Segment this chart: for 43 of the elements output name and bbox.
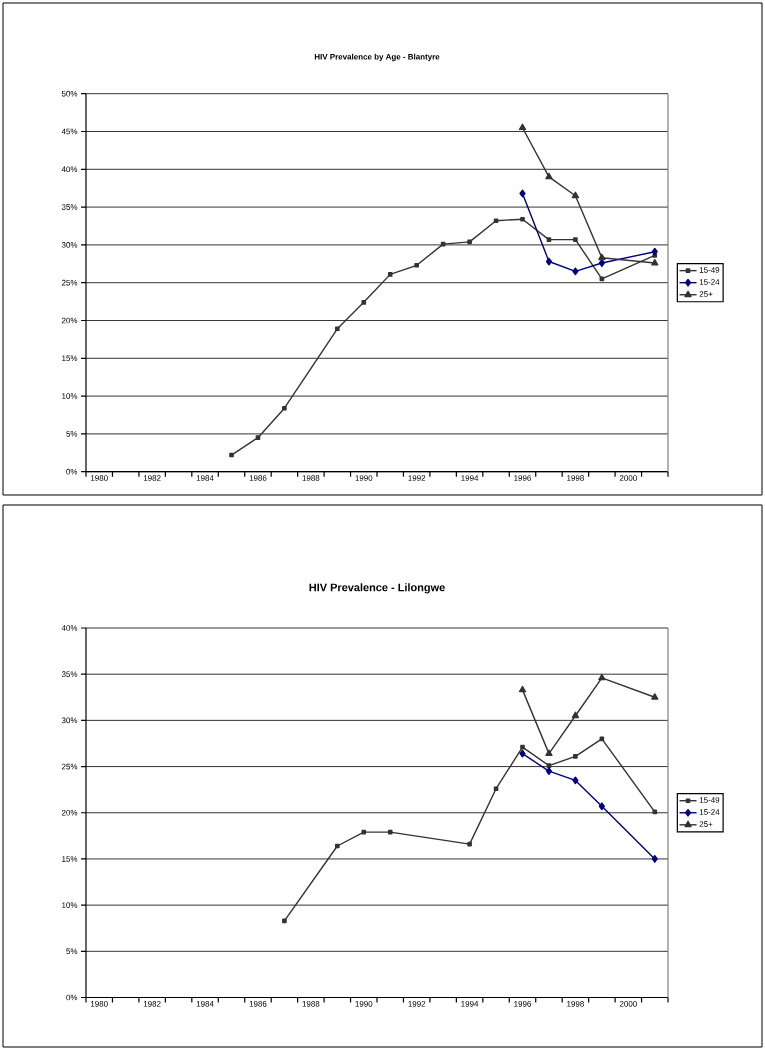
point [598,673,606,681]
point [518,685,527,693]
point [229,452,234,458]
point [387,829,393,835]
point [571,191,580,199]
point [546,237,552,242]
point [651,247,658,256]
point [493,218,499,223]
point [545,767,553,776]
point [651,693,659,700]
point [651,258,659,266]
point [652,809,658,815]
point [545,172,553,180]
point [467,239,472,245]
point [493,786,499,792]
point [572,267,579,276]
point [573,237,578,242]
point [598,259,605,267]
point [282,405,287,411]
point [361,300,367,305]
point [467,841,472,847]
point [335,326,340,332]
point [282,918,287,924]
point [651,855,658,863]
point [598,802,605,811]
point [520,744,525,750]
point [518,123,527,131]
point [255,435,261,440]
point [545,749,553,757]
point [519,749,526,758]
chart-title: HIV Prevalence - Lilongwe [309,583,445,594]
point [414,263,419,268]
point [387,272,393,277]
point [546,763,552,768]
point [571,711,580,719]
point [335,843,340,849]
point [361,829,367,835]
point [520,216,525,222]
point [519,189,526,198]
point [598,253,606,261]
point [573,754,578,759]
point [572,776,579,785]
point [545,257,553,266]
